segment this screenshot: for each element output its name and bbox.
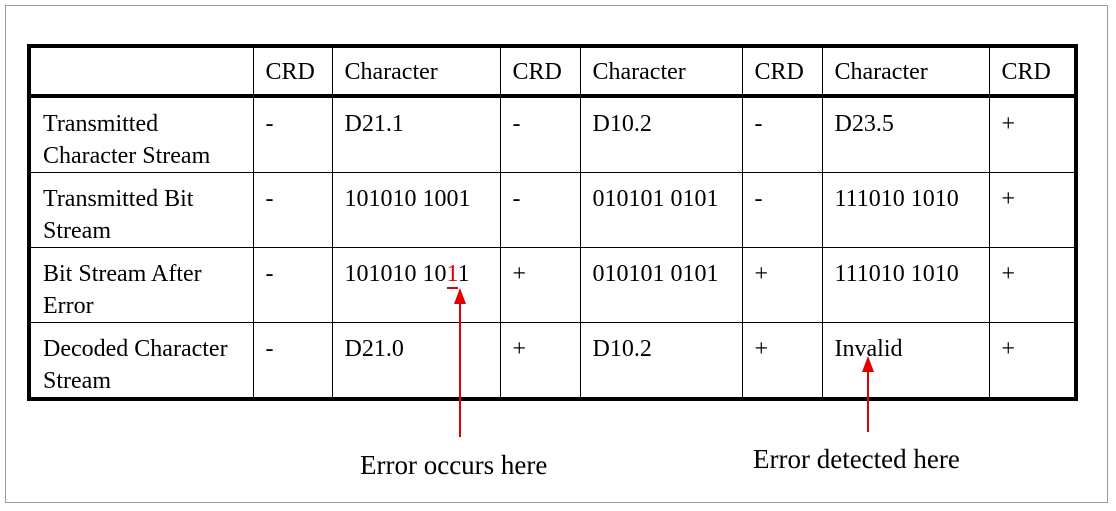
header-cell-crd: CRD: [741, 45, 823, 98]
error-bit: 1: [446, 261, 458, 289]
header-cell-character: Character: [331, 45, 501, 98]
bits-prefix: 101010 10: [344, 261, 447, 287]
header-cell-crd: CRD: [988, 45, 1077, 98]
character-cell: 111010 1010: [821, 247, 990, 323]
crd-cell: +: [988, 247, 1077, 323]
crd-cell: -: [252, 322, 333, 400]
header-cell-empty: [28, 45, 254, 98]
figure-frame: [5, 5, 1108, 503]
character-cell: 010101 0101: [579, 247, 743, 323]
header-cell-character: Character: [579, 45, 743, 98]
crd-cell: -: [741, 172, 823, 248]
character-cell-with-error: 101010 1011: [331, 247, 501, 323]
error-occurs-arrow: [454, 288, 466, 437]
character-cell: D23.5: [821, 95, 990, 173]
table-row-transmitted-bit-stream: Transmitted Bit Stream - 101010 1001 - 0…: [28, 172, 1077, 248]
row-label: Bit Stream After Error: [28, 247, 254, 323]
error-detected-label: Error detected here: [753, 444, 960, 474]
row-label: Transmitted Bit Stream: [28, 172, 254, 248]
header-cell-crd: CRD: [252, 45, 333, 98]
character-cell: 111010 1010: [821, 172, 990, 248]
character-cell: D21.1: [331, 95, 501, 173]
crd-cell: -: [252, 95, 333, 173]
crd-cell: +: [988, 322, 1077, 400]
table-row-decoded-character-stream: Decoded Character Stream - D21.0 + D10.2…: [28, 322, 1077, 400]
character-cell: Invalid: [821, 322, 990, 400]
bits-suffix: 1: [457, 261, 470, 287]
row-label: Transmitted Character Stream: [28, 95, 254, 173]
crd-cell: +: [741, 247, 823, 323]
header-row: CRD Character CRD Character CRD Characte…: [28, 45, 1077, 98]
error-occurs-label: Error occurs here: [360, 450, 548, 480]
error-detected-arrow: [862, 356, 874, 432]
crd-cell: +: [988, 172, 1077, 248]
crd-cell: +: [499, 322, 581, 400]
crd-cell: -: [252, 247, 333, 323]
character-cell: D21.0: [331, 322, 501, 400]
crd-table: CRD Character CRD Character CRD Characte…: [27, 44, 1078, 401]
crd-cell: -: [499, 95, 581, 173]
header-cell-crd: CRD: [499, 45, 581, 98]
crd-cell: +: [988, 95, 1077, 173]
character-cell: 101010 1001: [331, 172, 501, 248]
character-cell: D10.2: [579, 322, 743, 400]
crd-cell: +: [499, 247, 581, 323]
table-row-bit-stream-after-error: Bit Stream After Error - 101010 1011 + 0…: [28, 247, 1077, 323]
header-cell-character: Character: [821, 45, 990, 98]
crd-cell: -: [741, 95, 823, 173]
crd-cell: -: [252, 172, 333, 248]
table-row-transmitted-character-stream: Transmitted Character Stream - D21.1 - D…: [28, 95, 1077, 173]
character-cell: D10.2: [579, 95, 743, 173]
